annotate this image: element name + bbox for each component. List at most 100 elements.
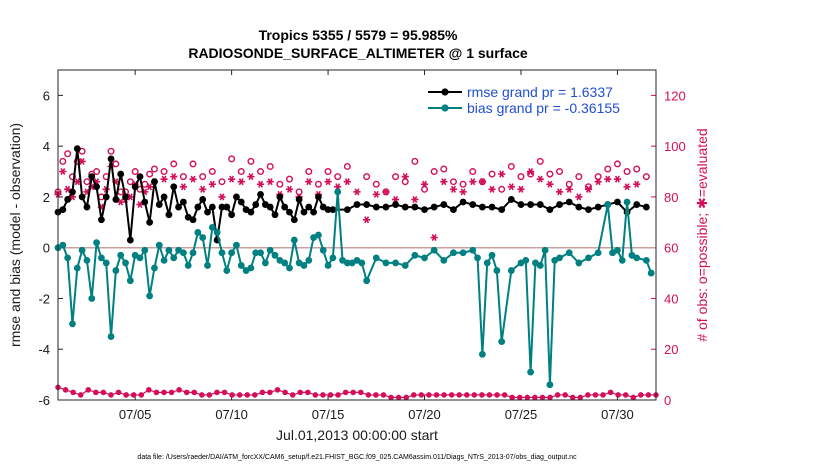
low-count-marker (312, 392, 319, 398)
evaluated-obs-marker (459, 188, 467, 196)
low-count-marker (342, 389, 349, 396)
low-count-marker (509, 394, 515, 401)
series-point (64, 196, 72, 203)
evaluated-obs-marker (199, 185, 207, 193)
legend: rmse grand pr = 1.6337 bias grand pr = -… (428, 84, 620, 116)
possible-obs-marker (257, 168, 265, 176)
low-count-marker (410, 392, 417, 398)
low-count-marker (388, 394, 394, 401)
asterisk-stroke (118, 198, 124, 206)
series-point (392, 259, 399, 267)
series-point (372, 203, 380, 211)
series-point (469, 201, 477, 208)
series-point (440, 201, 448, 208)
series-point (319, 246, 327, 254)
possible-obs-marker (343, 162, 351, 170)
series-point (223, 203, 231, 211)
low-count-marker (418, 392, 425, 398)
y-tick-label: 6 (43, 88, 50, 103)
asterisk-stroke (258, 180, 264, 188)
series-point (122, 259, 129, 267)
asterisk-stroke (605, 175, 611, 183)
evaluated-obs-marker (59, 168, 67, 176)
asterisk-stroke (344, 178, 350, 186)
series-point (170, 254, 178, 262)
asterisk-stroke (373, 190, 379, 198)
low-count-marker (524, 394, 531, 401)
evaluated-obs-marker (218, 193, 226, 201)
evaluated-obs-marker (430, 234, 438, 242)
plot-frame (57, 69, 657, 401)
x-tick-label: 07/25 (505, 407, 538, 422)
evaluated-obs-marker (575, 193, 583, 201)
series-point (633, 254, 641, 262)
low-count-marker (335, 392, 341, 398)
possible-obs-marker (372, 180, 380, 188)
low-count-marker (577, 394, 584, 401)
evaluated-obs-marker (623, 183, 631, 191)
evaluated-obs-marker (604, 175, 612, 183)
low-count-marker (297, 389, 304, 396)
asterisk-stroke (229, 175, 235, 183)
series-point (112, 196, 120, 203)
series-point (507, 196, 515, 203)
series-point (430, 246, 438, 254)
series-point (372, 254, 380, 262)
possible-obs-marker (623, 168, 631, 176)
series-point (281, 259, 289, 267)
series-point (237, 198, 245, 206)
low-count-marker (607, 389, 614, 396)
asterisk-stroke (595, 178, 601, 186)
evaluated-obs-marker (324, 178, 332, 186)
series-point (315, 193, 322, 201)
series-point (614, 246, 621, 254)
low-count-marker (554, 392, 561, 398)
low-count-marker (501, 392, 508, 398)
possible-obs-marker (247, 157, 255, 165)
low-count-marker (320, 392, 326, 398)
low-count-marker (199, 392, 205, 398)
low-count-marker (569, 394, 576, 401)
series-point (469, 246, 477, 254)
asterisk-stroke (60, 168, 66, 176)
series-point (102, 193, 110, 201)
series-layer (54, 145, 655, 389)
evaluated-obs-marker (411, 195, 419, 203)
asterisk-stroke (479, 178, 485, 186)
series-point (315, 231, 322, 239)
evaluated-obs-marker (594, 178, 602, 186)
asterisk-stroke (190, 175, 196, 183)
low-count-marker (471, 392, 478, 398)
low-count-marker (433, 392, 440, 398)
series-point (334, 188, 342, 196)
low-count-marker (138, 392, 145, 398)
series-point (594, 203, 602, 211)
asterisk-stroke (137, 201, 143, 209)
low-count-marker (645, 392, 652, 398)
low-count-marker (327, 392, 334, 398)
asterisk-stroke (171, 173, 177, 181)
low-count-marker (456, 392, 462, 398)
y-tick-label: -4 (38, 342, 50, 357)
low-count-marker (85, 387, 92, 393)
low-count-marker (282, 389, 288, 396)
series-point (107, 333, 115, 340)
possible-obs-marker (68, 173, 76, 181)
x-tick-label: 07/30 (601, 407, 634, 422)
low-count-marker (365, 392, 372, 398)
evaluated-obs-marker (136, 201, 144, 209)
evaluated-obs-marker (285, 185, 294, 193)
asterisk-stroke (147, 183, 153, 191)
evaluated-obs-marker (247, 173, 255, 181)
series-point (450, 249, 457, 257)
asterisk-stroke (614, 175, 620, 183)
low-count-marker (191, 389, 198, 396)
evaluated-obs-marker (179, 183, 187, 191)
asterisk-stroke (422, 180, 428, 188)
possible-obs-marker (469, 168, 477, 176)
asterisk-stroke (200, 185, 206, 193)
series-point (401, 203, 409, 211)
evaluated-obs-marker (372, 190, 380, 198)
series-point (146, 292, 154, 300)
